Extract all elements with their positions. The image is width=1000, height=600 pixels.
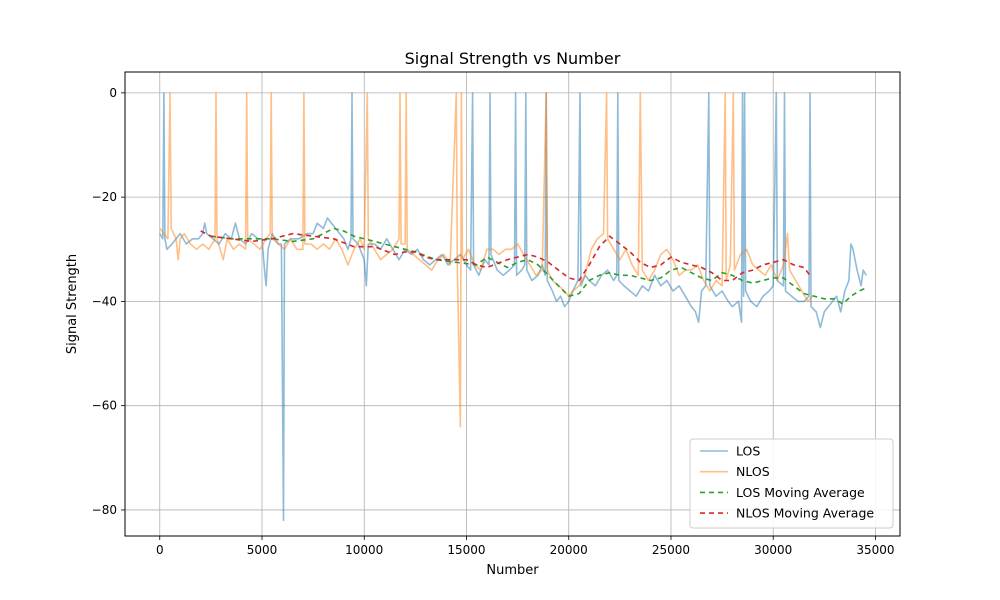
x-tick-label: 25000 — [652, 543, 690, 557]
los-moving-average-line — [210, 227, 866, 305]
x-tick-label: 5000 — [247, 543, 278, 557]
legend-label: LOS Moving Average — [736, 485, 865, 500]
x-tick-label: 20000 — [550, 543, 588, 557]
grid — [125, 72, 900, 536]
x-axis-label: Number — [486, 563, 539, 578]
nlos-moving-average-line — [200, 230, 811, 282]
y-tick-label: −40 — [92, 294, 117, 308]
x-tick-label: 30000 — [754, 543, 792, 557]
x-tick-label: 15000 — [447, 543, 485, 557]
y-tick-label: −20 — [92, 190, 117, 204]
x-tick-label: 0 — [156, 543, 164, 557]
y-tick-label: −80 — [92, 503, 117, 517]
legend-label: NLOS — [736, 464, 770, 479]
plot-frame — [124, 71, 901, 537]
legend-box — [689, 438, 894, 529]
y-axis-label: Signal Strength — [65, 254, 80, 354]
series-layer — [159, 92, 867, 522]
legend: LOS NLOS LOS Moving Average NLOS Moving Ave… — [689, 438, 894, 529]
y-tick-label: 0 — [109, 86, 117, 100]
axis-ticks: 0 5000 10000 15000 20000 25000 30000 35000 −80 −6… — [92, 86, 895, 557]
nlos-line — [159, 92, 813, 428]
legend-label: LOS — [736, 444, 760, 459]
y-tick-label: −60 — [92, 399, 117, 413]
legend-label: NLOS Moving Average — [736, 506, 874, 521]
chart-title: Signal Strength vs Number — [405, 49, 621, 68]
x-tick-label: 35000 — [856, 543, 894, 557]
x-tick-label: 10000 — [345, 543, 383, 557]
